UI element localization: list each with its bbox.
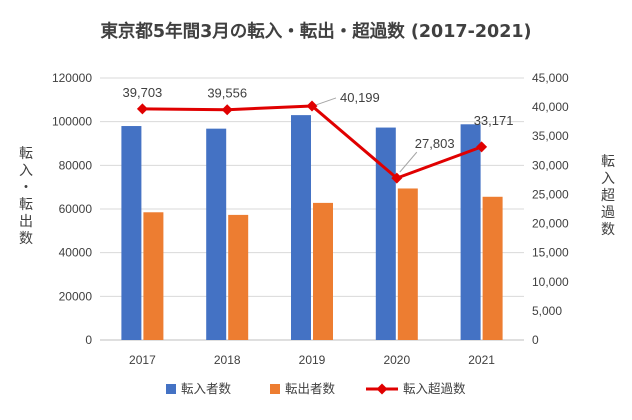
legend-swatch-transfer-in: [166, 384, 176, 394]
legend-label-excess: 転入超過数: [403, 381, 466, 396]
right-tick-label: 10,000: [532, 275, 569, 289]
left-axis-label-char: 出: [19, 214, 33, 230]
bar-transfer-in: [206, 128, 227, 340]
legend-marker-excess: [376, 383, 388, 395]
left-axis-ticks: 0 20000 40000 60000 80000 100000 120000: [52, 71, 92, 347]
leader-line: [399, 151, 418, 173]
right-axis-label-char: 転: [601, 154, 615, 170]
data-label: 39,556: [207, 86, 247, 101]
excess-marker: [476, 141, 488, 153]
bar-transfer-in: [291, 115, 311, 340]
category-label: 2019: [299, 353, 326, 367]
right-axis-ticks: 0 5,000 10,000 15,000 20,000 25,000 30,000 35,0…: [532, 71, 569, 347]
data-label: 39,703: [123, 85, 163, 100]
bar-transfer-out: [313, 202, 333, 340]
bar-transfer-out: [228, 214, 249, 340]
category-axis: 2017 2018 2019 2020 2021: [129, 353, 495, 367]
right-axis-label-char: 超: [601, 188, 615, 204]
leader-line: [315, 97, 337, 106]
left-axis-label-char: 数: [19, 231, 33, 247]
bar-transfer-in: [121, 126, 142, 341]
excess-marker: [221, 104, 233, 116]
right-tick-label: 25,000: [532, 187, 569, 201]
left-axis-label: 転入・転出数: [19, 146, 33, 247]
right-tick-label: 0: [532, 333, 539, 347]
right-axis-label-char: 過: [601, 205, 615, 221]
left-axis-label-char: 入: [19, 163, 33, 179]
right-tick-label: 35,000: [532, 129, 569, 143]
excess-marker: [391, 172, 403, 184]
left-tick-label: 120000: [52, 71, 92, 85]
chart-title: 東京都5年間3月の転入・転出・超過数 (2017-2021): [100, 21, 531, 42]
left-axis-label-char: 転: [19, 197, 33, 213]
right-tick-label: 20,000: [532, 217, 569, 231]
category-label: 2018: [214, 353, 241, 367]
left-tick-label: 60000: [59, 202, 93, 216]
right-tick-label: 15,000: [532, 246, 569, 260]
left-tick-label: 100000: [52, 115, 92, 129]
left-tick-label: 40000: [59, 246, 93, 260]
left-tick-label: 20000: [59, 289, 93, 303]
data-label: 27,803: [415, 136, 455, 151]
legend-label-transfer-out: 転出者数: [285, 381, 336, 396]
right-axis-label-char: 入: [601, 171, 615, 187]
legend: 転入者数 転出者数 転入超過数: [166, 381, 466, 396]
category-label: 2017: [129, 353, 156, 367]
bar-transfer-out: [482, 196, 503, 340]
data-label: 33,171: [474, 113, 514, 128]
bar-transfer-out: [143, 212, 164, 340]
left-tick-label: 80000: [59, 158, 93, 172]
excess-marker: [136, 103, 148, 115]
data-labels: 39,703 39,556 40,199 27,803 33,171: [123, 85, 514, 173]
bar-transfer-in: [375, 127, 396, 340]
bar-transfer-out: [397, 188, 418, 340]
bar-transfer-in: [460, 124, 481, 340]
right-axis-label-char: 数: [601, 222, 615, 238]
data-label: 40,199: [340, 90, 380, 105]
line-series: [136, 100, 488, 184]
legend-swatch-transfer-out: [270, 384, 280, 394]
category-label: 2021: [468, 353, 495, 367]
left-tick-label: 0: [85, 333, 92, 347]
left-axis-label-char: ・: [19, 180, 33, 196]
left-axis-label-char: 転: [19, 146, 33, 162]
excess-marker: [306, 100, 318, 112]
right-tick-label: 45,000: [532, 71, 569, 85]
right-axis-label: 転入超過数: [601, 154, 615, 238]
right-tick-label: 40,000: [532, 100, 569, 114]
right-tick-label: 30,000: [532, 158, 569, 172]
category-label: 2020: [383, 353, 410, 367]
bar-series: [121, 115, 503, 341]
legend-label-transfer-in: 転入者数: [181, 381, 232, 396]
right-tick-label: 5,000: [532, 304, 562, 318]
gridlines: [100, 77, 524, 341]
